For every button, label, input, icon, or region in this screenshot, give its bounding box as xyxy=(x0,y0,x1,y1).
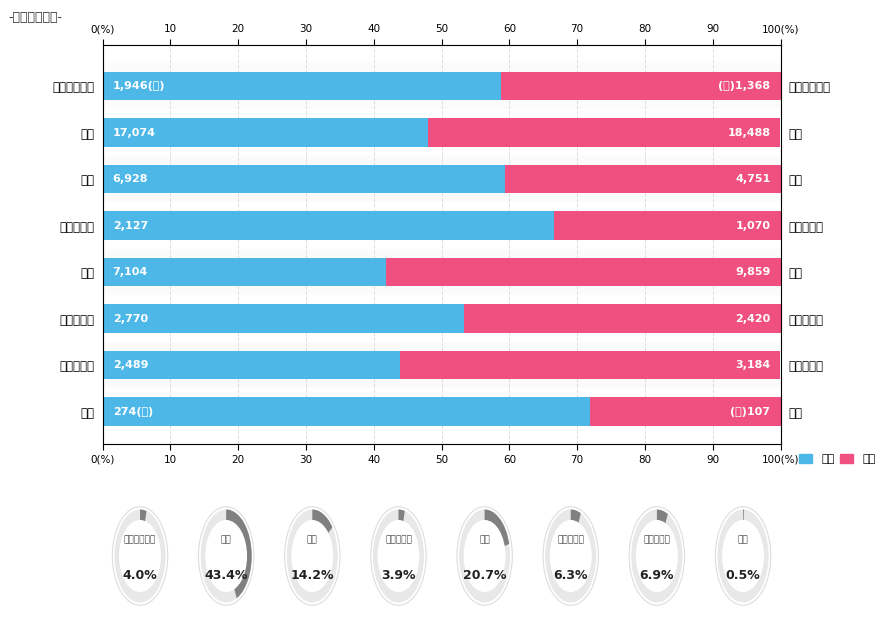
Wedge shape xyxy=(140,508,147,523)
Wedge shape xyxy=(312,508,334,534)
Wedge shape xyxy=(113,508,167,604)
Wedge shape xyxy=(227,508,253,600)
Bar xyxy=(103,118,428,147)
Wedge shape xyxy=(630,508,684,604)
Text: 近畿: 近畿 xyxy=(479,535,490,544)
Text: 2,489: 2,489 xyxy=(112,360,148,370)
Text: 2,127: 2,127 xyxy=(112,221,148,230)
Bar xyxy=(103,397,591,426)
Text: 43.4%: 43.4% xyxy=(204,570,248,582)
Text: -地域別会員数-: -地域別会員数- xyxy=(8,11,62,24)
Text: 0.5%: 0.5% xyxy=(726,570,760,582)
Text: 9,859: 9,859 xyxy=(735,267,771,277)
Bar xyxy=(103,258,386,286)
Bar xyxy=(103,211,554,240)
Wedge shape xyxy=(657,508,668,524)
Text: 6.9%: 6.9% xyxy=(640,570,674,582)
Bar xyxy=(591,397,780,426)
Wedge shape xyxy=(571,508,582,524)
Text: 14.2%: 14.2% xyxy=(291,570,334,582)
Text: 海外: 海外 xyxy=(738,535,748,544)
Wedge shape xyxy=(484,508,510,547)
Text: 274(人): 274(人) xyxy=(112,406,153,417)
Text: 2,420: 2,420 xyxy=(735,313,771,323)
Wedge shape xyxy=(716,508,770,604)
Wedge shape xyxy=(458,508,512,604)
Text: 1,070: 1,070 xyxy=(735,221,771,230)
Bar xyxy=(103,351,400,380)
Bar xyxy=(103,249,780,295)
Bar xyxy=(400,351,780,380)
Text: 4.0%: 4.0% xyxy=(123,570,157,582)
Text: 関東: 関東 xyxy=(221,535,232,544)
Bar xyxy=(428,118,780,147)
Text: 18,488: 18,488 xyxy=(727,128,771,138)
Bar xyxy=(505,165,780,193)
Text: 東海: 東海 xyxy=(307,535,318,544)
Legend: 男性, 女性: 男性, 女性 xyxy=(795,449,880,468)
Text: 20.7%: 20.7% xyxy=(463,570,507,582)
Text: 7,104: 7,104 xyxy=(112,267,148,277)
Wedge shape xyxy=(544,508,598,604)
Bar xyxy=(103,63,780,109)
Bar xyxy=(103,165,505,193)
Text: 3.9%: 3.9% xyxy=(381,570,416,582)
Bar xyxy=(386,258,780,286)
Bar xyxy=(103,304,465,333)
Text: 6.3%: 6.3% xyxy=(554,570,588,582)
Bar xyxy=(500,71,780,100)
Text: 17,074: 17,074 xyxy=(112,128,156,138)
Text: 1,946(人): 1,946(人) xyxy=(112,81,165,91)
Text: 北海道・東北: 北海道・東北 xyxy=(124,535,156,544)
Wedge shape xyxy=(285,508,339,604)
Bar xyxy=(103,156,780,202)
Text: 2,770: 2,770 xyxy=(112,313,148,323)
Wedge shape xyxy=(371,508,425,604)
Text: 信越・北陸: 信越・北陸 xyxy=(385,535,412,544)
Wedge shape xyxy=(199,508,253,604)
Text: 6,928: 6,928 xyxy=(112,174,148,184)
Bar xyxy=(465,304,780,333)
Text: 中国・四国: 中国・四国 xyxy=(558,535,584,544)
Text: 4,751: 4,751 xyxy=(735,174,771,184)
Bar xyxy=(103,71,500,100)
Text: (人)107: (人)107 xyxy=(731,406,771,417)
Bar xyxy=(554,211,780,240)
Bar xyxy=(103,342,780,389)
Text: (人)1,368: (人)1,368 xyxy=(718,81,771,91)
Text: 九州・沖縄: 九州・沖縄 xyxy=(643,535,671,544)
Text: 3,184: 3,184 xyxy=(735,360,771,370)
Wedge shape xyxy=(399,508,405,523)
